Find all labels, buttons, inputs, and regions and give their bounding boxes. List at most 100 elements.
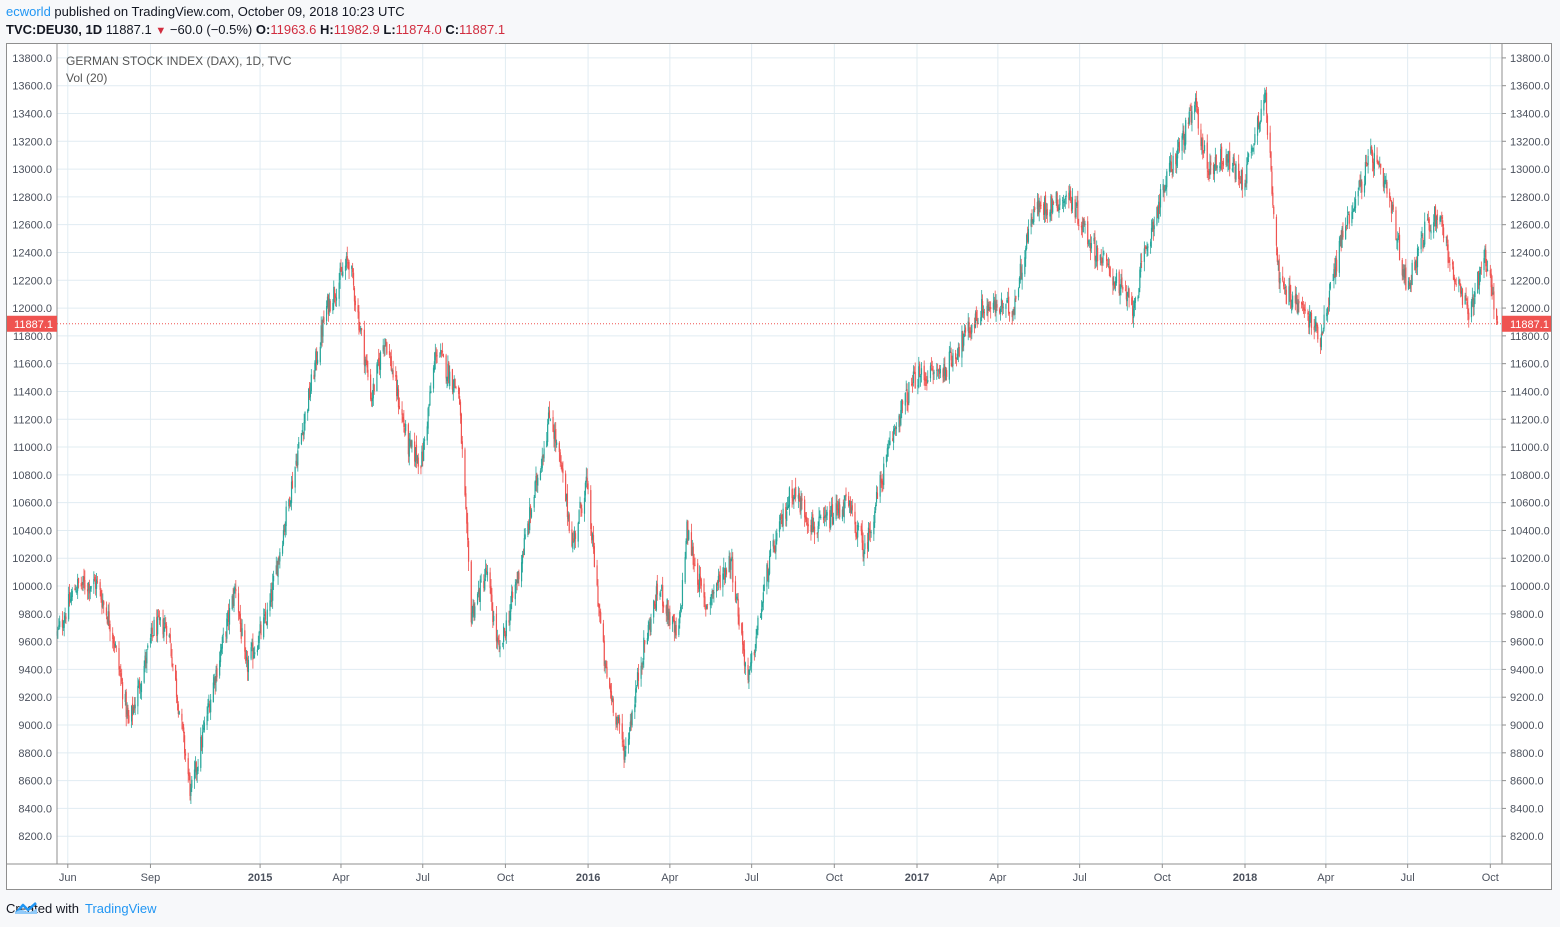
last-price-tag-left bbox=[7, 315, 57, 332]
candle-body bbox=[855, 525, 857, 537]
candle-body bbox=[83, 576, 85, 582]
tradingview-link[interactable]: TradingView bbox=[84, 901, 157, 916]
y-tick-label-right: 11600.0 bbox=[1510, 359, 1549, 371]
candle-body bbox=[1252, 147, 1254, 149]
candle-body bbox=[1030, 219, 1032, 227]
candle-body bbox=[1361, 181, 1363, 193]
chart-container[interactable]: 8200.0 8200.0 8400.0 8400.0 8600.0 8600.0 8800… bbox=[6, 43, 1552, 890]
candle-body bbox=[1392, 204, 1394, 210]
candle-body bbox=[1407, 280, 1410, 289]
candle-body bbox=[617, 717, 619, 724]
candle-body bbox=[671, 616, 674, 625]
candle-body bbox=[844, 496, 846, 500]
candle-body bbox=[640, 665, 642, 679]
high-value: 11982.9 bbox=[333, 22, 380, 37]
candle-body bbox=[493, 615, 495, 622]
last-price: 11887.1 bbox=[105, 22, 152, 37]
candle-body bbox=[402, 417, 404, 421]
x-tick-label: Sep bbox=[141, 872, 161, 884]
y-tick-label-right: 13600.0 bbox=[1510, 81, 1550, 93]
candle-body bbox=[282, 529, 285, 545]
candle-body bbox=[1107, 263, 1109, 265]
candle-body bbox=[729, 556, 731, 570]
candle-body bbox=[1295, 293, 1297, 302]
candle-body bbox=[391, 370, 393, 373]
candle-body bbox=[866, 542, 869, 549]
author-link[interactable]: ecworld bbox=[6, 4, 51, 19]
candle-body bbox=[644, 640, 646, 645]
candle-body bbox=[999, 309, 1001, 313]
candle-body bbox=[923, 365, 925, 381]
candle-body bbox=[780, 514, 782, 520]
candle-body bbox=[404, 428, 406, 433]
candle-body bbox=[277, 558, 279, 578]
candle-body bbox=[297, 450, 299, 466]
candle-body bbox=[227, 612, 229, 618]
candle-body bbox=[1288, 286, 1290, 306]
candle-body bbox=[904, 392, 906, 406]
candle-body bbox=[1183, 131, 1185, 145]
candle-body bbox=[1372, 161, 1375, 171]
candle-body bbox=[870, 532, 872, 534]
candle-body bbox=[1313, 326, 1315, 331]
candle-body bbox=[1278, 258, 1280, 283]
candle-body bbox=[680, 605, 683, 607]
candle-body bbox=[1347, 212, 1349, 213]
candle-body bbox=[421, 451, 423, 467]
candle-body bbox=[1115, 273, 1118, 284]
candle-body bbox=[105, 607, 108, 616]
candle-body bbox=[627, 738, 630, 746]
candlestick-chart[interactable]: 8200.0 8200.0 8400.0 8400.0 8600.0 8600.0 8800… bbox=[7, 44, 1551, 889]
candle-body bbox=[1420, 238, 1422, 250]
candle-body bbox=[542, 455, 544, 457]
candle-body bbox=[58, 625, 60, 627]
candle-body bbox=[382, 345, 384, 352]
candle-body bbox=[1320, 333, 1322, 348]
candle-body bbox=[1302, 307, 1305, 309]
candle-body bbox=[151, 627, 153, 635]
candle-body bbox=[1473, 298, 1475, 308]
candle-body bbox=[122, 682, 124, 700]
candle-body bbox=[964, 327, 967, 333]
candle-body bbox=[939, 369, 941, 374]
x-tick-label: Apr bbox=[661, 872, 678, 884]
candle-body bbox=[785, 507, 787, 519]
candle-body bbox=[497, 637, 499, 643]
candle-body bbox=[219, 649, 222, 663]
candle-body bbox=[918, 366, 920, 388]
candle-body bbox=[511, 591, 513, 603]
price-change: −60.0 (−0.5%) bbox=[169, 22, 253, 37]
candle-body bbox=[484, 578, 486, 590]
candle-body bbox=[653, 601, 656, 606]
candle-body bbox=[244, 630, 246, 652]
candle-body bbox=[817, 526, 819, 533]
candle-body bbox=[715, 583, 718, 592]
candle-body bbox=[87, 582, 90, 591]
candle-body bbox=[436, 355, 438, 357]
candle-body bbox=[144, 655, 146, 667]
candle-body bbox=[521, 554, 524, 564]
candle-body bbox=[1367, 155, 1369, 165]
candle-body bbox=[473, 603, 475, 616]
x-tick-label: Apr bbox=[332, 872, 349, 884]
candle-body bbox=[888, 446, 890, 448]
candle-body bbox=[1133, 300, 1136, 309]
y-tick-label-right: 10200.0 bbox=[1510, 553, 1550, 565]
candle-body bbox=[561, 465, 563, 472]
candle-body bbox=[71, 590, 73, 597]
candle-body bbox=[1410, 282, 1412, 285]
candle-body bbox=[1039, 203, 1041, 208]
candle-body bbox=[1301, 301, 1303, 305]
candle-body bbox=[263, 617, 265, 638]
candle-body bbox=[1246, 164, 1248, 184]
candle-body bbox=[453, 379, 455, 389]
candle-body bbox=[662, 604, 665, 608]
candle-body bbox=[1314, 325, 1316, 328]
candle-body bbox=[219, 660, 221, 676]
candle-body bbox=[1159, 189, 1162, 208]
candle-body bbox=[1124, 289, 1127, 291]
candle-body bbox=[1401, 260, 1403, 276]
candle-body bbox=[1310, 312, 1313, 328]
candle-body bbox=[606, 666, 608, 678]
candle-body bbox=[605, 663, 607, 669]
